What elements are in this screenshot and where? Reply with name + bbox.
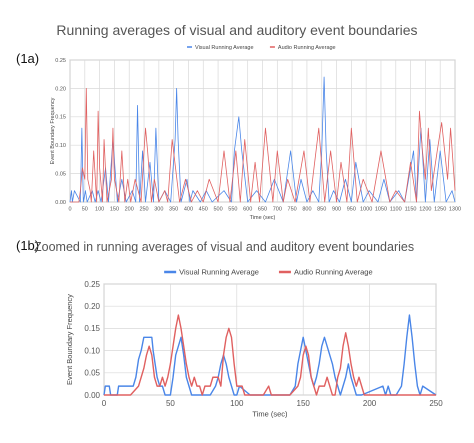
chart-1a-y-tick-label: 0.10 <box>55 143 66 149</box>
chart-1a-y-tick-label: 0.05 <box>55 172 66 178</box>
chart-1a-x-tick-label: 300 <box>154 207 163 213</box>
chart-1a-y-tick-label: 0.15 <box>55 115 66 121</box>
chart-1a-x-tick-label: 1300 <box>449 207 461 213</box>
chart-1b-legend-label-visual: Visual Running Average <box>179 268 259 277</box>
chart-1a-y-axis-label: Event Boundary Frequency <box>50 97 56 164</box>
chart-1b-x-axis-label: Time (sec) <box>252 410 288 419</box>
chart-1a-x-axis-label: Time (sec) <box>250 215 276 221</box>
chart-1b-legend-label-audio: Audio Running Average <box>294 268 373 277</box>
chart-1a-x-tick-label: 1200 <box>419 207 431 213</box>
chart-1a-x-tick-label: 150 <box>110 207 119 213</box>
chart-1a-x-tick-label: 50 <box>82 207 88 213</box>
chart-1b-y-tick-label: 0.25 <box>84 280 100 289</box>
chart-1a: 0.00 0.05 0.10 0.15 0.20 0.25 0 50 100 150 200 250 3… <box>50 45 461 221</box>
panel-tag-1b: (1b) <box>16 238 40 253</box>
chart-1a-x-tick-label: 550 <box>228 207 237 213</box>
chart-1b-y-tick-label: 0.10 <box>84 346 100 355</box>
chart-1a-series-visual-line <box>69 76 456 203</box>
chart-1a-y-tick-label: 0.20 <box>55 86 66 92</box>
chart-1a-x-tick-label: 900 <box>332 207 341 213</box>
chart-1b-x-tick-label: 100 <box>230 399 244 408</box>
chart-1b-series-visual-line <box>103 314 437 396</box>
chart-1b-series-audio-line <box>104 314 436 396</box>
chart-1a-x-tick-label: 1250 <box>434 207 446 213</box>
chart-1a-x-tick-label: 500 <box>213 207 222 213</box>
chart-1a-x-tick-label: 850 <box>317 207 326 213</box>
chart-1a-x-tick-label: 1000 <box>360 207 372 213</box>
chart-1a-series-audio-line <box>70 88 456 203</box>
chart-1b-plot-frame <box>103 283 437 396</box>
chart-1a-x-tick-label: 650 <box>258 207 267 213</box>
chart-1a-legend-label-visual: Visual Running Average <box>195 45 254 51</box>
chart-1b-x-tick-label: 150 <box>297 399 311 408</box>
chart-1a-x-tick-label: 200 <box>125 207 134 213</box>
chart-1a-x-tick-label: 0 <box>68 207 71 213</box>
chart-title-1b: Zoomed in running averages of visual and… <box>34 240 415 254</box>
chart-1b-x-tick-label: 0 <box>102 399 107 408</box>
chart-1a-x-tick-label: 1150 <box>405 207 417 213</box>
chart-1a-x-tick-label: 1050 <box>375 207 387 213</box>
chart-1a-y-tick-label: 0.25 <box>55 58 66 64</box>
chart-1a-x-tick-label: 450 <box>199 207 208 213</box>
chart-1a-x-tick-label: 350 <box>169 207 178 213</box>
chart-1a-x-tick-label: 100 <box>95 207 104 213</box>
chart-1a-x-tick-label: 600 <box>243 207 252 213</box>
chart-1a-x-tick-label: 700 <box>273 207 282 213</box>
chart-1a-x-tick-label: 250 <box>139 207 148 213</box>
chart-1b-y-tick-label: 0.00 <box>84 391 100 400</box>
chart-1b-x-tick-label: 200 <box>363 399 377 408</box>
chart-1a-x-tick-label: 1100 <box>390 207 402 213</box>
chart-1b-y-tick-label: 0.20 <box>84 302 100 311</box>
chart-1a-y-tick-label: 0.00 <box>55 200 66 206</box>
chart-1b-y-tick-label: 0.05 <box>84 369 100 378</box>
chart-1b-x-tick-label: 50 <box>166 399 175 408</box>
chart-1a-x-tick-label: 750 <box>288 207 297 213</box>
chart-1b-y-axis-label: Event Boundary Frequency <box>65 294 74 385</box>
chart-1b-x-tick-label: 250 <box>429 399 443 408</box>
panel-tag-1a: (1a) <box>16 51 40 66</box>
chart-1a-x-tick-label: 800 <box>302 207 311 213</box>
chart-title-1a: Running averages of visual and auditory … <box>56 22 418 38</box>
chart-1b-y-tick-label: 0.15 <box>84 324 100 333</box>
chart-1a-x-tick-label: 950 <box>347 207 356 213</box>
chart-1a-legend-label-audio: Audio Running Average <box>278 45 336 51</box>
chart-1a-x-tick-label: 400 <box>184 207 193 213</box>
